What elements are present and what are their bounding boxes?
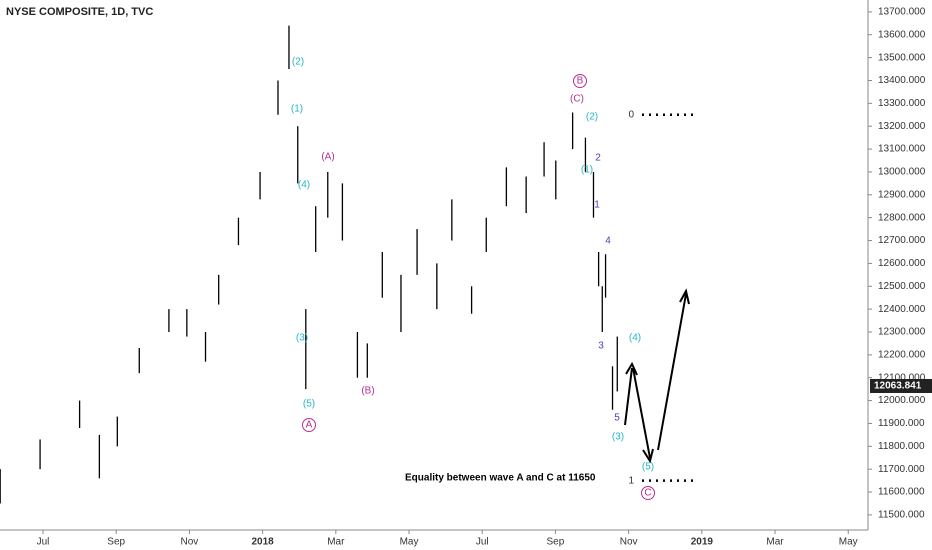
arrow [657,293,687,451]
x-tick-label: Nov [181,537,199,548]
wave-label: Equality between wave A and C at 11650 [405,473,596,484]
y-tick-label: 13000.000 [878,167,926,178]
wave-label: (2) [292,57,304,68]
x-tick-label: Sep [107,537,125,548]
wave-label: C [644,488,651,499]
wave-label: (3) [296,333,308,344]
arrows [624,288,690,464]
wave-label: 5 [614,413,620,424]
x-tick-label: Nov [620,537,638,548]
x-tick-label: Jul [476,537,489,548]
arrow-head [642,448,654,464]
wave-label: (2) [586,112,598,123]
x-tick-label: Mar [766,537,784,548]
wave-label: (5) [303,399,315,410]
wave-label: 2 [595,153,601,164]
y-tick-label: 13600.000 [878,29,926,40]
y-tick-label: 11800.000 [878,441,925,452]
x-tick-label: 2018 [251,537,274,548]
wave-label: (1) [291,104,303,115]
y-tick-label: 12800.000 [878,212,926,223]
arrow-head [679,288,690,305]
last-price-box [870,378,932,393]
wave-label: (5) [642,462,654,473]
arrow [624,367,633,426]
y-tick-label: 12400.000 [878,304,926,315]
level-label: 0 [628,109,634,120]
wave-label: (C) [570,94,584,105]
y-tick-label: 13500.000 [878,52,926,63]
y-tick-label: 12500.000 [878,281,926,292]
y-tick-label: 11700.000 [878,464,925,475]
y-tick-label: 12700.000 [878,235,926,246]
y-tick-label: 13400.000 [878,75,926,86]
last-price-label: 12063.841 [874,381,922,392]
wave-label: (3) [612,432,624,443]
x-tick-label: May [400,537,419,548]
wave-label: 4 [605,236,611,247]
wave-circle [302,418,316,432]
wave-label: (4) [629,333,641,344]
y-tick-label: 13200.000 [878,121,926,132]
x-tick-label: Jul [37,537,50,548]
y-tick-label: 12600.000 [878,258,926,269]
arrow-head [625,361,638,376]
y-tick-label: 12300.000 [878,327,926,338]
x-tick-label: May [839,537,858,548]
wave-label: 3 [598,341,604,352]
y-tick-label: 12200.000 [878,349,926,360]
y-tick-label: 12100.000 [878,372,926,383]
y-tick-label: 13700.000 [878,7,926,18]
wave-label: 1 [594,200,600,211]
x-tick-label: 2019 [691,537,714,548]
wave-label: (A) [321,152,334,163]
wave-label: (B) [361,386,374,397]
wave-label: A [306,420,313,431]
wave-label: (1) [581,165,593,176]
x-tick-label: Mar [327,537,345,548]
chart-title: NYSE COMPOSITE, 1D, TVC [6,6,153,18]
y-tick-label: 13100.000 [878,144,926,155]
y-tick-label: 11500.000 [878,510,925,521]
wave-circle [641,486,655,500]
wave-label: (4) [298,180,310,191]
y-tick-label: 11900.000 [878,418,925,429]
y-tick-label: 12900.000 [878,189,926,200]
level-label: 1 [628,475,634,486]
y-tick-label: 12000.000 [878,395,926,406]
arrow [632,367,651,459]
y-tick-label: 11600.000 [878,487,925,498]
wave-circle [573,74,587,88]
wave-label: B [577,76,584,87]
x-tick-label: Sep [547,537,565,548]
y-tick-label: 13300.000 [878,98,926,109]
